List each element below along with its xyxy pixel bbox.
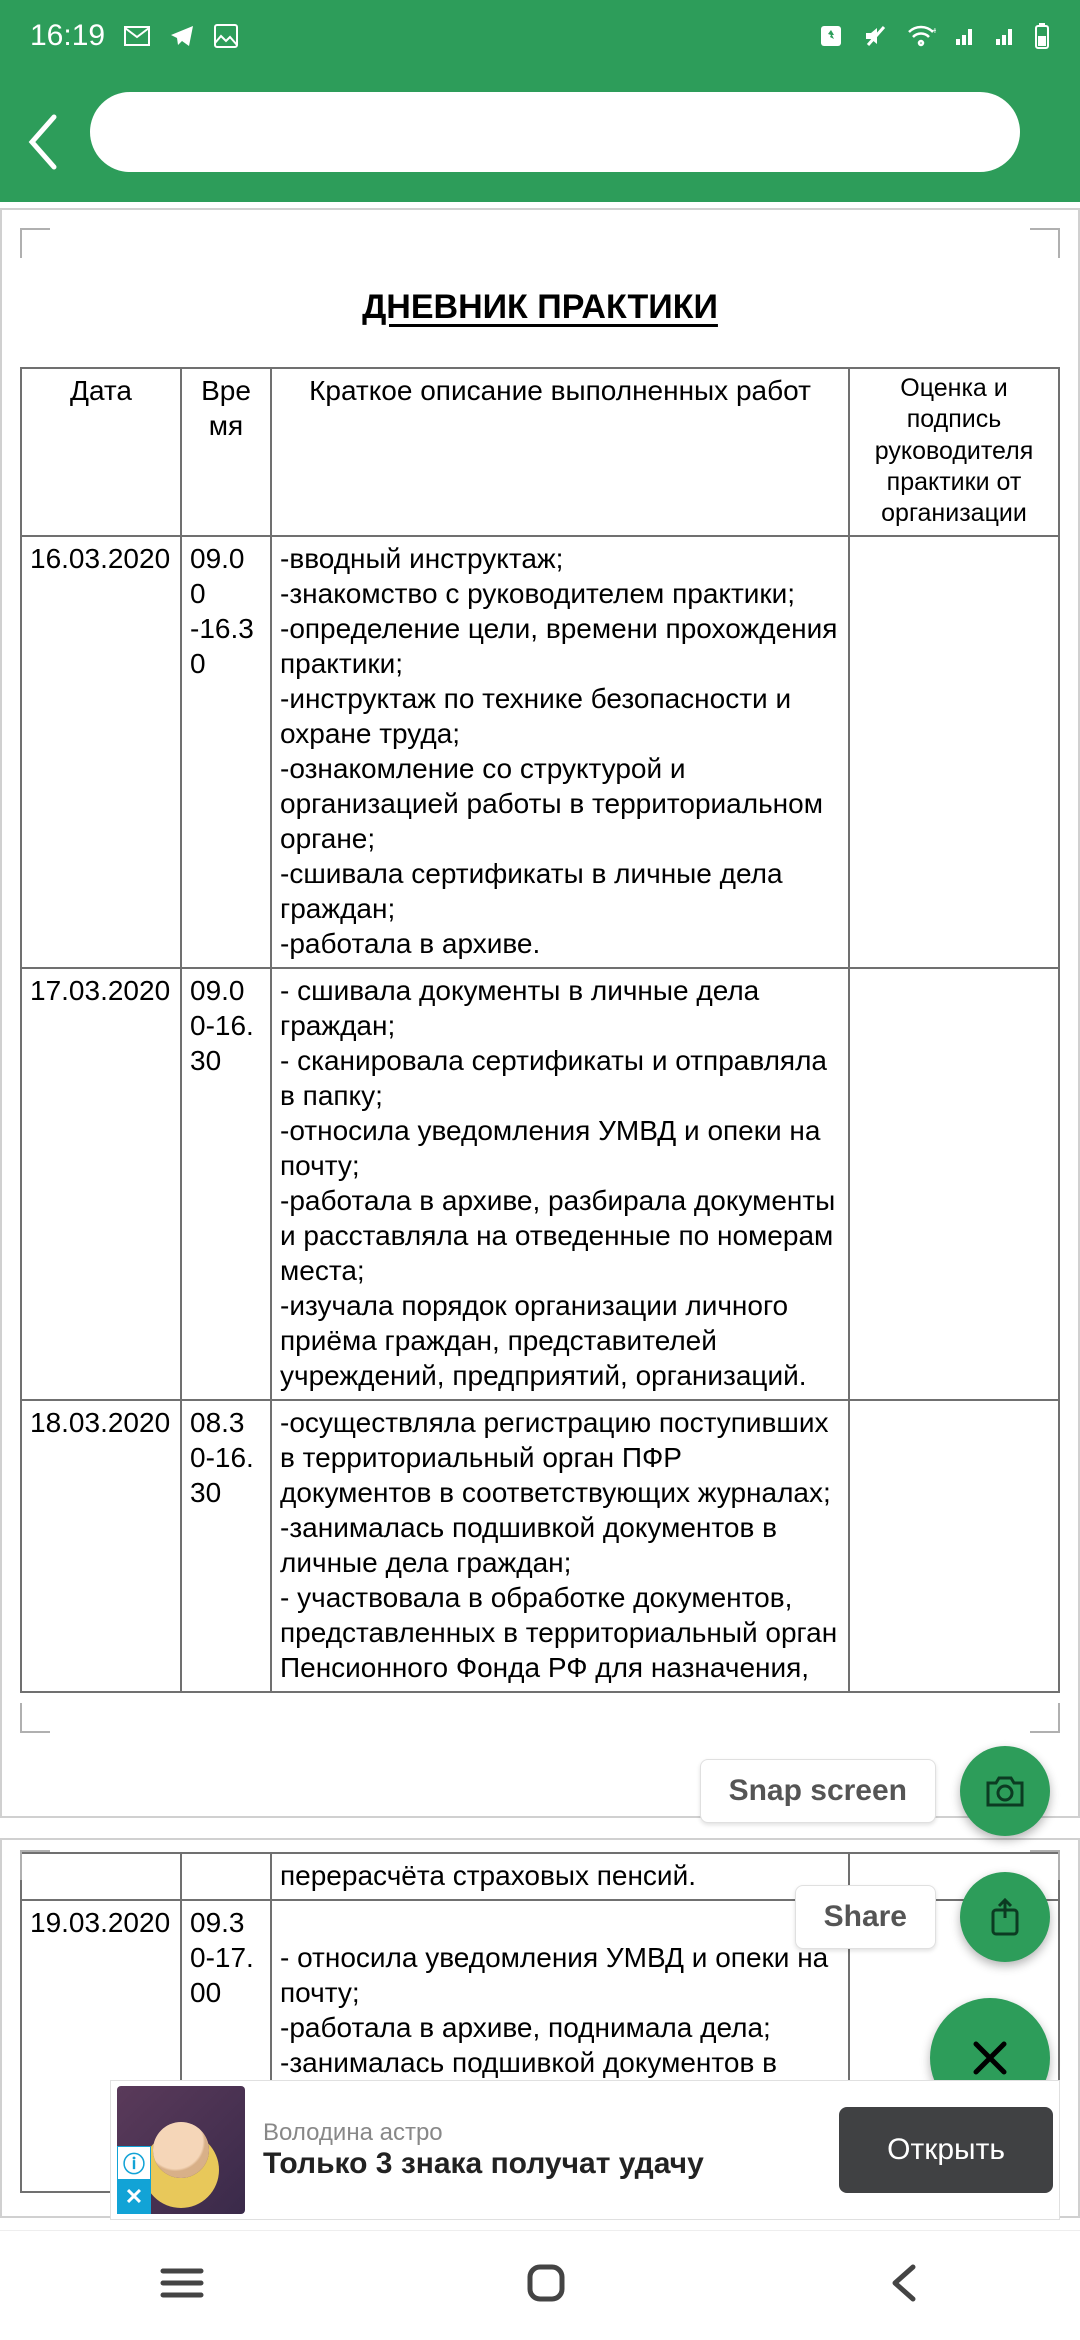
- cell-desc: - сшивала документы в личные дела гражда…: [271, 968, 849, 1400]
- ad-cta-button[interactable]: Открыть: [839, 2107, 1053, 2193]
- share-icon: [987, 1896, 1023, 1938]
- share-label: Share: [795, 1885, 936, 1949]
- cell-date: 18.03.2020: [21, 1400, 181, 1692]
- crop-mark-icon: [20, 1703, 50, 1733]
- cell-desc: -вводный инструктаж; -знакомство с руков…: [271, 536, 849, 968]
- mute-icon: [862, 23, 888, 49]
- svg-text:+: +: [932, 26, 936, 37]
- cell-date: 17.03.2020: [21, 968, 181, 1400]
- image-icon: [213, 23, 239, 49]
- wifi-icon: +: [906, 24, 936, 48]
- android-navbar: [0, 2230, 1080, 2340]
- document-title: ДНЕВНИК ПРАКТИКИ: [20, 288, 1060, 327]
- table-header-row: Дата Вре мя Краткое описание выполненных…: [21, 368, 1059, 536]
- table-row: 17.03.2020 09.0 0-16. 30 - сшивала докум…: [21, 968, 1059, 1400]
- ad-banner[interactable]: ⓘ ✕ Володина астро Только 3 знака получа…: [110, 2080, 1060, 2220]
- nav-back-button[interactable]: [887, 2261, 921, 2310]
- col-time: Вре мя: [181, 368, 271, 536]
- col-sign: Оценка и подпись руководителя практики о…: [849, 368, 1059, 536]
- signal1-icon: [954, 25, 976, 47]
- table-row: 18.03.2020 08.3 0-16. 30 -осуществляла р…: [21, 1400, 1059, 1692]
- app-toolbar: [0, 72, 1080, 202]
- status-time: 16:19: [30, 19, 105, 53]
- crop-mark-icon: [20, 228, 50, 258]
- redacted-title: [90, 92, 1020, 172]
- crop-mark-icon: [1030, 228, 1060, 258]
- home-button[interactable]: [524, 2261, 568, 2310]
- recycle-icon: [818, 23, 844, 49]
- recents-button[interactable]: [159, 2263, 205, 2308]
- crop-mark-icon: [20, 1850, 50, 1880]
- snap-screen-label: Snap screen: [700, 1759, 936, 1823]
- practice-table: Дата Вре мя Краткое описание выполненных…: [20, 367, 1060, 1693]
- cell-sign: [849, 1400, 1059, 1692]
- cell-time: 09.0 0 -16.3 0: [181, 536, 271, 968]
- cell-time: 08.3 0-16. 30: [181, 1400, 271, 1692]
- col-desc: Краткое описание выполненных работ: [271, 368, 849, 536]
- ad-headline: Только 3 знака получат удачу: [263, 2147, 839, 2182]
- table-row: 16.03.2020 09.0 0 -16.3 0 -вводный инстр…: [21, 536, 1059, 968]
- col-date: Дата: [21, 368, 181, 536]
- battery-icon: [1034, 22, 1050, 50]
- document-page-1: ДНЕВНИК ПРАКТИКИ Дата Вре мя Краткое опи…: [0, 208, 1080, 1818]
- close-icon: [968, 2036, 1012, 2080]
- cell-time: [181, 1853, 271, 1900]
- adchoices-icon[interactable]: ⓘ ✕: [117, 2146, 151, 2214]
- cell-sign: [849, 968, 1059, 1400]
- snap-screen-button[interactable]: [960, 1746, 1050, 1836]
- cell-time: 09.0 0-16. 30: [181, 968, 271, 1400]
- telegram-icon: [169, 23, 195, 49]
- back-button[interactable]: [24, 112, 64, 177]
- camera-icon: [984, 1773, 1026, 1809]
- gmail-icon: [123, 25, 151, 47]
- android-statusbar: 16:19 +: [0, 0, 1080, 72]
- share-button[interactable]: [960, 1872, 1050, 1962]
- signal2-icon: [994, 25, 1016, 47]
- cell-sign: [849, 536, 1059, 968]
- cell-desc: -осуществляла регистрацию поступивших в …: [271, 1400, 849, 1692]
- ad-brand: Володина астро: [263, 2119, 839, 2147]
- crop-mark-icon: [1030, 1703, 1060, 1733]
- cell-date: 16.03.2020: [21, 536, 181, 968]
